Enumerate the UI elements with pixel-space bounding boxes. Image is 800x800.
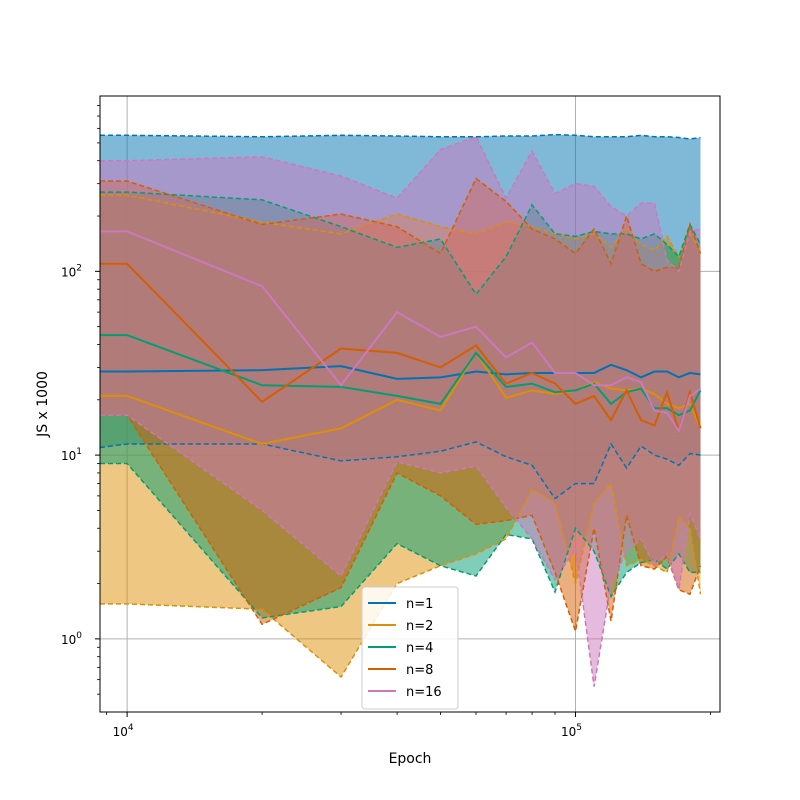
y-tick-label: 100 bbox=[61, 631, 82, 647]
lower-bound-series-3 bbox=[100, 414, 702, 635]
legend-label: n=8 bbox=[406, 663, 433, 678]
plot-frame bbox=[99, 95, 721, 713]
upper-bound-series-2 bbox=[100, 191, 702, 296]
series-lines bbox=[100, 133, 702, 687]
x-axis-label: Epoch bbox=[389, 751, 432, 767]
lower-bound-series-0 bbox=[100, 441, 701, 500]
legend-label: n=1 bbox=[406, 597, 433, 612]
y-axis-label: JS x 1000 bbox=[35, 371, 51, 438]
legend: n=1 n=2 n=4 n=8 n=16 bbox=[361, 586, 459, 710]
mean-line-series-2 bbox=[100, 334, 702, 417]
legend-box bbox=[361, 586, 459, 710]
y-tick-label: 102 bbox=[61, 263, 82, 279]
legend-label: n=2 bbox=[406, 619, 433, 634]
mean-line-series-4 bbox=[100, 230, 702, 434]
y-tick-label: 101 bbox=[61, 447, 82, 463]
upper-bound-series-4 bbox=[100, 135, 701, 273]
axis-ticks: 104 105 100 101 102 bbox=[61, 104, 711, 739]
upper-bound-series-3 bbox=[100, 177, 702, 273]
confidence-bands bbox=[100, 134, 701, 687]
legend-label: n=4 bbox=[406, 641, 433, 656]
lower-bound-series-4 bbox=[100, 414, 702, 687]
x-tick-label: 105 bbox=[561, 723, 582, 739]
legend-label: n=16 bbox=[406, 685, 442, 700]
band-series-4 bbox=[100, 136, 701, 687]
upper-bound-series-0 bbox=[100, 133, 701, 140]
mean-line-series-3 bbox=[100, 262, 702, 435]
lower-bound-series-2 bbox=[100, 462, 701, 619]
lower-bound-series-1 bbox=[100, 481, 702, 679]
x-tick-label: 104 bbox=[113, 723, 134, 739]
